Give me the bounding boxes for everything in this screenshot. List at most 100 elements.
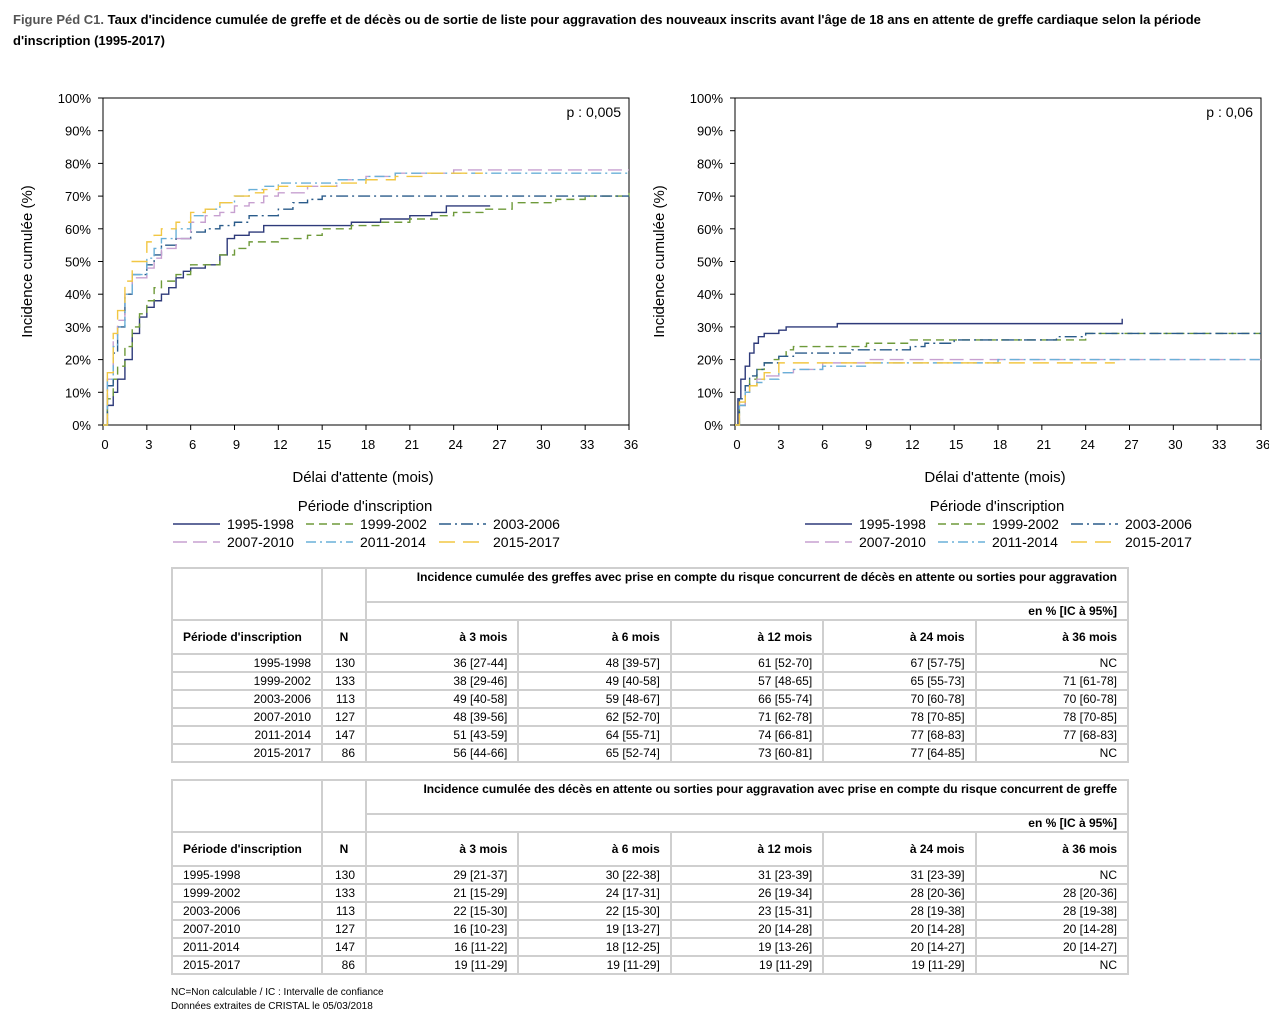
col-6m: à 6 mois [517,831,672,867]
cell-periode: 2011-2014 [171,937,323,957]
y-tick-label: 30% [697,320,723,335]
y-tick-label: 0% [704,418,723,433]
legend-label: 2015-2017 [1125,534,1192,550]
cell-value: 16 [11-22] [364,937,520,957]
cell-value: 24 [17-31] [517,883,672,903]
cell-value: NC [974,955,1130,975]
y-tick-label: 20% [697,353,723,368]
cell-value: 61 [52-70] [669,653,825,673]
series-line-2015-2017 [103,172,483,426]
cell-value: 28 [20-36] [974,883,1130,903]
chart-greffe: 0%10%20%30%40%50%60%70%80%90%100%0 3 6 9 12 1… [19,91,638,550]
table-row: 1995-1998 130 36 [27-44] 48 [39-57] 61 [52-7… [171,653,1130,673]
cell-value: 66 [55-74] [669,689,825,709]
cell-value: 49 [40-58] [364,689,520,709]
x-tick-label: 3 [145,437,152,452]
col-24m: à 24 mois [822,619,977,655]
cell-value: 48 [39-56] [364,707,520,727]
cell-value: NC [974,653,1130,673]
cell-periode: 1999-2002 [171,671,323,691]
cell-n: 113 [321,901,367,921]
cell-n: 86 [321,743,367,763]
cell-value: 51 [43-59] [364,725,520,745]
y-tick-label: 60% [697,222,723,237]
cell-value: 19 [11-29] [669,955,825,975]
x-tick-label: 18 [361,437,375,452]
chart-deces: 0%10%20%30%40%50%60%70%80%90%100%0 3 6 9 12 1… [651,91,1269,550]
cell-value: 19 [11-29] [364,955,520,975]
figure-title: Figure Péd C1. Taux d'incidence cumulée … [13,9,1213,51]
legend-label: 2007-2010 [227,534,294,550]
figure-label: Figure Péd C1. [13,12,105,27]
y-tick-label: 50% [697,255,723,270]
col-36m: à 36 mois [974,831,1130,867]
y-tick-label: 90% [65,124,91,139]
cell-value: 78 [70-85] [822,707,977,727]
legend-label: 2015-2017 [493,534,560,550]
legend-title: Période d'inscription [930,498,1065,515]
cell-n: 133 [321,883,367,903]
table-greffe-header: Incidence cumulée des greffes avec prise… [365,567,1129,603]
y-tick-label: 90% [697,124,723,139]
y-tick-label: 100% [690,91,724,106]
series-line-1995-1998 [103,205,491,426]
cell-periode: 2003-2006 [171,689,323,709]
x-tick-label: 0 [733,437,740,452]
cell-n: 113 [321,689,367,709]
cell-value: 30 [22-38] [517,865,672,885]
cell-value: 64 [55-71] [517,725,672,745]
cell-value: 70 [60-78] [974,689,1130,709]
col-3m: à 3 mois [364,619,520,655]
table-row: 2007-2010 127 16 [10-23] 19 [13-27] 20 [14-2… [171,919,1130,939]
cell-periode: 2007-2010 [171,919,323,939]
cell-value: 20 [14-27] [822,937,977,957]
y-tick-label: 80% [65,156,91,171]
x-tick-label: 15 [949,437,963,452]
cell-value: 77 [68-83] [822,725,977,745]
series-line-2015-2017 [735,362,1115,426]
cell-periode: 1995-1998 [171,653,323,673]
cell-periode: 2007-2010 [171,707,323,727]
legend-title: Période d'inscription [298,498,433,515]
col-n: N [321,619,367,655]
y-tick-label: 40% [65,287,91,302]
x-tick-label: 30 [1168,437,1182,452]
cell-value: 18 [12-25] [517,937,672,957]
legend-label: 1995-1998 [859,516,926,532]
cell-value: 71 [62-78] [669,707,825,727]
cell-value: 20 [14-27] [974,937,1130,957]
x-tick-label: 0 [101,437,108,452]
cell-value: 38 [29-46] [364,671,520,691]
cell-value: 49 [40-58] [517,671,672,691]
series-line-2007-2010 [103,169,629,426]
x-tick-label: 21 [405,437,419,452]
cell-value: 22 [15-30] [517,901,672,921]
legend-label: 1995-1998 [227,516,294,532]
table-greffe-unit: en % [IC à 95%] [365,601,1129,621]
cell-n: 86 [321,955,367,975]
series-line-2011-2014 [735,358,1261,426]
x-axis-label: Délai d'attente (mois) [292,469,433,486]
x-tick-label: 30 [536,437,550,452]
col-periode: Période d'inscription [171,619,323,655]
cell-value: 70 [60-78] [822,689,977,709]
x-tick-label: 18 [993,437,1007,452]
table-row: 1995-1998 130 29 [21-37] 30 [22-38] 31 [23-3… [171,865,1130,885]
cell-value: 77 [68-83] [974,725,1130,745]
legend-label: 2011-2014 [992,534,1058,550]
table-deces: Incidence cumulée des décès en attente o… [171,779,1130,975]
cell-value: 29 [21-37] [364,865,520,885]
footnote-nc: NC=Non calculable / IC : Intervalle de c… [171,987,384,998]
plot-frame [734,97,1262,426]
table-row: 2007-2010 127 48 [39-56] 62 [52-70] 71 [62-7… [171,707,1130,727]
cell-value: 19 [11-29] [517,955,672,975]
cell-n: 127 [321,707,367,727]
cell-periode: 2015-2017 [171,955,323,975]
x-tick-label: 15 [317,437,331,452]
cell-value: 28 [20-36] [822,883,977,903]
cell-value: 36 [27-44] [364,653,520,673]
y-tick-label: 0% [72,418,91,433]
series-line-1995-1998 [735,318,1123,426]
cell-value: 28 [19-38] [974,901,1130,921]
cell-value: 31 [23-39] [669,865,825,885]
